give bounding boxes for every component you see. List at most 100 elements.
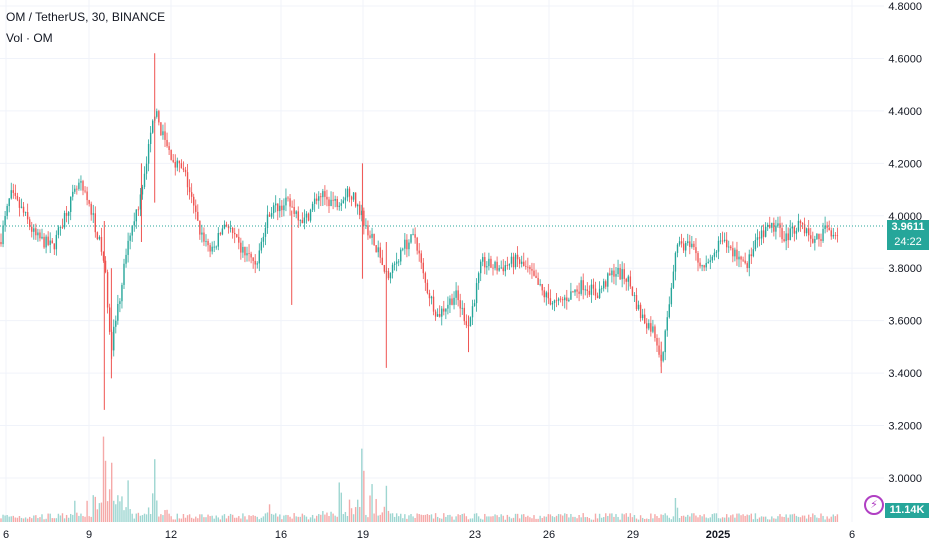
- candle-body: [404, 239, 406, 249]
- volume-bar: [652, 518, 654, 522]
- candle-body: [705, 262, 707, 268]
- candle-body: [633, 295, 636, 296]
- candle-body: [771, 222, 773, 228]
- bolt-icon[interactable]: ⚡: [864, 495, 884, 515]
- candle-body: [149, 132, 152, 144]
- volume-bar: [217, 517, 219, 522]
- volume-bar: [818, 518, 820, 522]
- volume-bar: [162, 515, 164, 522]
- volume-bar: [63, 518, 66, 522]
- candle-body: [4, 215, 6, 226]
- volume-bar: [236, 517, 238, 522]
- candle-body: [664, 330, 666, 353]
- candle-body: [207, 241, 209, 246]
- candle-body: [767, 224, 769, 227]
- candle-body: [631, 286, 634, 296]
- volume-bar: [0, 518, 2, 522]
- volume-bar: [738, 513, 740, 522]
- candle-body: [516, 254, 519, 260]
- candle-body: [365, 225, 367, 227]
- candle-body: [340, 203, 342, 206]
- volume-bar: [504, 519, 506, 522]
- volume-bar: [322, 511, 324, 522]
- candle-body: [762, 230, 765, 237]
- volume-bar: [127, 480, 129, 522]
- candle-body: [424, 273, 427, 283]
- volume-bar: [248, 515, 250, 522]
- candle-body: [168, 146, 170, 150]
- candle-body: [264, 227, 267, 237]
- candle-body: [80, 181, 82, 183]
- volume-bar: [330, 511, 332, 522]
- candle-body: [305, 213, 308, 218]
- candle-body: [143, 173, 146, 187]
- candle-body: [234, 232, 236, 235]
- volume-bar: [275, 513, 277, 522]
- candle-body: [375, 245, 377, 253]
- candle-body: [445, 308, 447, 312]
- candle-body: [236, 234, 238, 237]
- candle-body: [508, 263, 511, 266]
- volume-bar: [238, 516, 240, 522]
- candle-body: [576, 289, 578, 292]
- candle-body: [287, 197, 289, 199]
- candle-body: [51, 240, 53, 244]
- candle-body: [61, 226, 64, 228]
- volume-bar: [633, 514, 636, 522]
- candle-body: [799, 220, 802, 224]
- candle-body: [764, 226, 767, 237]
- candle-body: [617, 267, 619, 275]
- candle-body: [117, 304, 119, 321]
- volume-bar: [293, 513, 295, 522]
- candle-body: [266, 214, 269, 228]
- volume-bar: [369, 495, 371, 522]
- candle-body: [685, 243, 687, 251]
- candle-body: [406, 239, 408, 250]
- candle-body: [131, 225, 133, 236]
- volume-bar: [707, 518, 709, 522]
- candle-body: [578, 291, 580, 294]
- volume-bar: [207, 514, 209, 522]
- candle-body: [195, 205, 197, 212]
- volume-bar: [525, 516, 527, 522]
- candle-body: [67, 212, 70, 216]
- volume-indicator-label[interactable]: Vol · OM: [6, 31, 53, 45]
- volume-bar: [285, 514, 287, 522]
- volume-bar: [39, 517, 41, 522]
- candle-body: [178, 160, 181, 164]
- candle-body: [564, 297, 566, 301]
- candle-body: [475, 283, 478, 304]
- candle-body: [180, 163, 183, 169]
- candle-body: [803, 224, 806, 234]
- volume-bar: [455, 516, 457, 522]
- volume-bar: [687, 514, 689, 522]
- volume-bar: [822, 515, 824, 522]
- volume-bar: [637, 519, 640, 522]
- volume-bar: [777, 516, 779, 522]
- volume-bar: [371, 484, 373, 522]
- candle-body: [754, 240, 757, 250]
- volume-bar: [535, 518, 537, 522]
- volume-bar: [812, 513, 814, 522]
- price-candles: [0, 53, 839, 410]
- candle-body: [354, 192, 357, 207]
- volume-bar: [666, 515, 668, 522]
- candle-body: [268, 214, 271, 217]
- volume-bar: [406, 518, 408, 522]
- candle-body: [707, 261, 709, 263]
- candle-body: [670, 287, 673, 305]
- volume-bar: [398, 516, 400, 522]
- volume-bar: [541, 517, 543, 522]
- candle-body: [752, 249, 755, 257]
- candle-body: [47, 236, 49, 245]
- volume-bar: [147, 507, 150, 522]
- volume-bar: [33, 515, 35, 522]
- candle-body: [629, 276, 632, 287]
- y-tick-label: 4.4000: [888, 106, 922, 118]
- volume-bar: [373, 513, 375, 522]
- candle-body: [613, 270, 615, 277]
- volume-bar: [154, 459, 156, 522]
- volume-bar: [808, 514, 810, 522]
- symbol-title[interactable]: OM / TetherUS, 30, BINANCE: [6, 10, 166, 24]
